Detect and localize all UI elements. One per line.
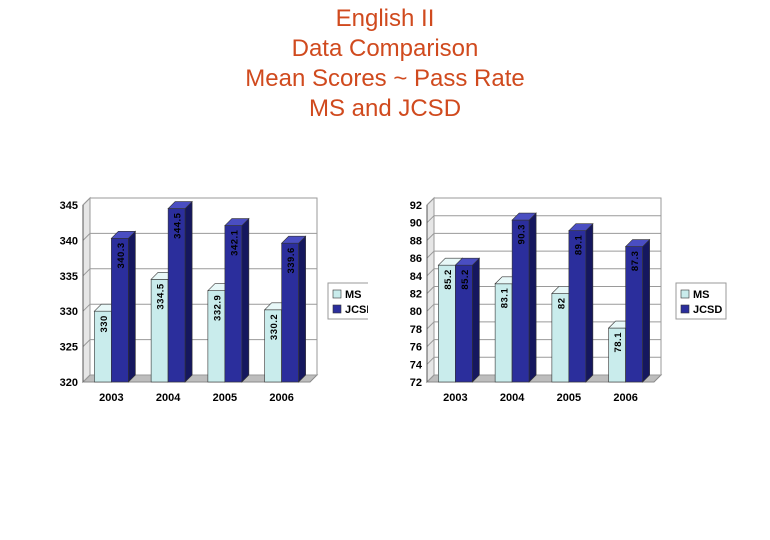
bar-side bbox=[298, 235, 306, 383]
legend-label-ms: MS bbox=[693, 289, 710, 301]
data-label: 332.9 bbox=[212, 295, 223, 321]
bar-side bbox=[528, 212, 537, 383]
gridline bbox=[426, 215, 661, 224]
bar-side bbox=[241, 217, 250, 383]
bar-top bbox=[454, 257, 481, 266]
y-tick-label: 92 bbox=[410, 200, 422, 212]
bar-jcsd-2003 bbox=[454, 257, 481, 383]
y-tick-label: 90 bbox=[410, 218, 422, 230]
bar-jcsd-2006 bbox=[624, 238, 651, 383]
y-tick-label: 80 bbox=[410, 306, 422, 318]
bar-top bbox=[167, 201, 193, 209]
bar-top bbox=[280, 235, 307, 244]
bar-top bbox=[568, 223, 594, 231]
data-label: 87.3 bbox=[630, 251, 641, 272]
plot-side-wall bbox=[82, 196, 91, 384]
title-line-1: English II bbox=[335, 5, 435, 32]
y-tick-label: 88 bbox=[410, 235, 422, 247]
legend-swatch-jcsd bbox=[680, 304, 690, 314]
data-label: 90.3 bbox=[517, 224, 528, 245]
bar-jcsd-2005 bbox=[568, 222, 594, 383]
legend-box bbox=[327, 282, 368, 320]
bar-top bbox=[110, 230, 137, 239]
data-label: 334.5 bbox=[156, 283, 167, 309]
mean-scores-chart: 320 325 330 335 340 345 330 340.3 2003 334.5 344.5… bbox=[60, 196, 368, 404]
data-label: 89.1 bbox=[573, 234, 584, 255]
bar-top bbox=[624, 239, 651, 247]
x-category-label: 2006 bbox=[269, 392, 293, 404]
legend-swatch-ms bbox=[680, 289, 690, 299]
y-tick-label: 72 bbox=[410, 377, 422, 389]
data-label: 85.2 bbox=[460, 269, 471, 290]
x-category-label: 2005 bbox=[557, 392, 581, 404]
y-tick-label: 78 bbox=[410, 324, 422, 336]
legend-swatch-ms bbox=[332, 289, 342, 299]
y-tick-label: 325 bbox=[60, 342, 78, 354]
legend: MS JCSD bbox=[327, 282, 368, 320]
bar-side bbox=[472, 257, 480, 383]
x-category-label: 2003 bbox=[99, 392, 123, 404]
y-tick-label: 320 bbox=[60, 377, 78, 389]
legend: MS JCSD bbox=[675, 282, 727, 320]
gridline bbox=[426, 197, 661, 206]
x-category-label: 2005 bbox=[213, 392, 237, 404]
data-label: 82 bbox=[556, 298, 567, 310]
data-label: 339.6 bbox=[286, 247, 297, 273]
bar-jcsd-2003 bbox=[110, 230, 137, 383]
title-block: English II Data Comparison Mean Scores ~… bbox=[0, 4, 770, 124]
data-label: 330 bbox=[99, 315, 110, 332]
y-tick-label: 335 bbox=[60, 271, 78, 283]
bar-side bbox=[184, 200, 193, 383]
title-line-3: Mean Scores ~ Pass Rate bbox=[245, 65, 525, 92]
legend-label-ms: MS bbox=[345, 289, 362, 301]
gridline bbox=[82, 197, 317, 206]
bar-side bbox=[642, 238, 650, 383]
data-label: 330.2 bbox=[269, 314, 280, 340]
legend-swatch-jcsd bbox=[332, 304, 342, 314]
y-tick-label: 82 bbox=[410, 289, 422, 301]
x-category-label: 2004 bbox=[156, 392, 181, 404]
data-label: 83.1 bbox=[500, 288, 511, 309]
y-tick-label: 74 bbox=[410, 359, 423, 371]
bar-side bbox=[585, 222, 594, 383]
data-label: 344.5 bbox=[173, 212, 184, 238]
pass-rate-chart: 72 74 76 78 80 82 84 86 88 90 92 85.2 85.2 2003 83.1 90… bbox=[410, 196, 727, 404]
bar-top bbox=[224, 218, 250, 226]
bar-jcsd-2004 bbox=[167, 200, 193, 383]
bar-jcsd-2006 bbox=[280, 235, 307, 383]
y-tick-label: 345 bbox=[60, 200, 78, 212]
y-tick-label: 76 bbox=[410, 342, 422, 354]
title-line-4: MS and JCSD bbox=[308, 95, 462, 122]
legend-label-jcsd: JCSD bbox=[345, 304, 368, 316]
bar-top bbox=[511, 212, 537, 221]
title-line-2: Data Comparison bbox=[291, 35, 479, 62]
y-tick-label: 84 bbox=[410, 271, 423, 283]
y-tick-label: 340 bbox=[60, 235, 78, 247]
bar-jcsd-2005 bbox=[224, 217, 250, 383]
data-label: 342.1 bbox=[229, 229, 240, 255]
x-category-label: 2003 bbox=[443, 392, 467, 404]
bar-side bbox=[128, 230, 136, 383]
y-tick-label: 86 bbox=[410, 253, 422, 265]
data-label: 78.1 bbox=[613, 332, 624, 353]
y-tick-label: 330 bbox=[60, 306, 78, 318]
data-label: 85.2 bbox=[443, 269, 454, 290]
x-category-label: 2006 bbox=[613, 392, 637, 404]
data-label: 340.3 bbox=[116, 242, 127, 268]
legend-label-jcsd: JCSD bbox=[693, 304, 722, 316]
bar-jcsd-2004 bbox=[511, 212, 537, 383]
x-category-label: 2004 bbox=[500, 392, 525, 404]
